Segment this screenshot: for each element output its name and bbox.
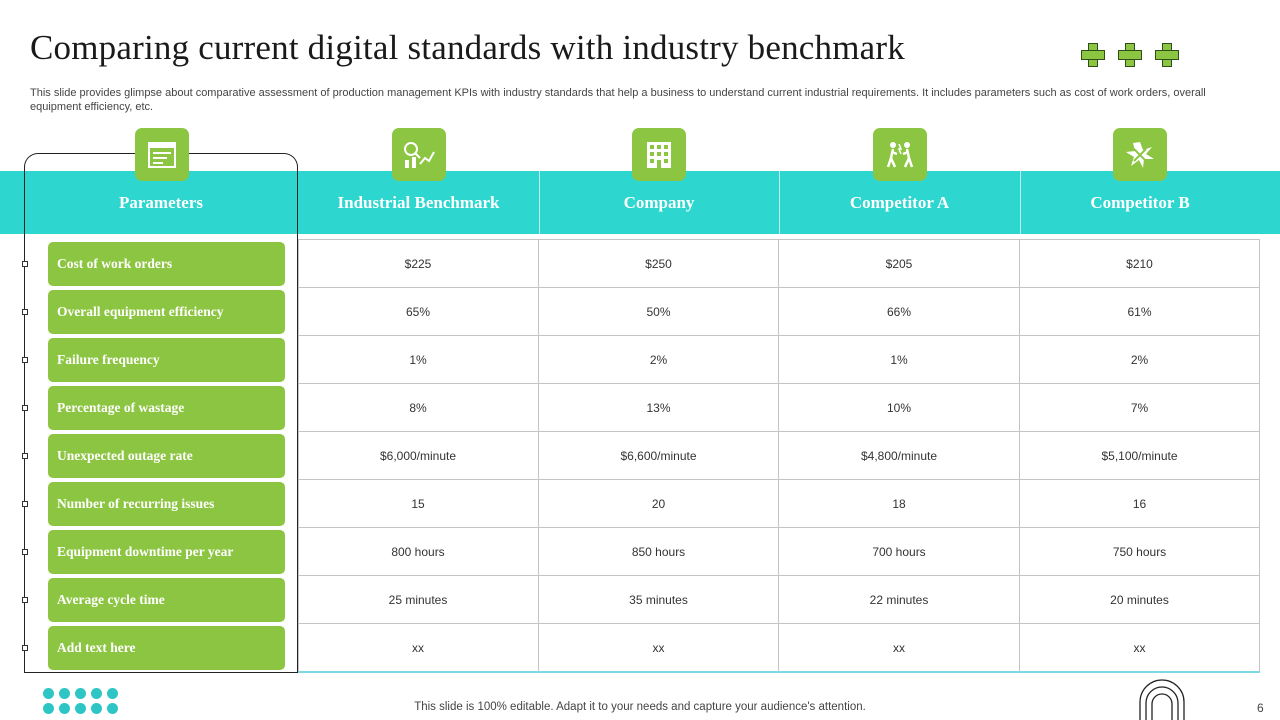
row-marker (22, 261, 28, 267)
row-marker (22, 549, 28, 555)
header-competitor-a: Competitor A (849, 192, 950, 212)
table-bottom-accent (298, 671, 1260, 673)
table-cell: 25 minutes (298, 576, 539, 624)
table-cell: 1% (298, 336, 539, 384)
header-divider (539, 171, 540, 234)
plus-icon (1118, 43, 1142, 67)
table-cell: 7% (1020, 384, 1260, 432)
table-cell: 10% (779, 384, 1020, 432)
parameter-equipment-downtime-per-year: Equipment downtime per year (48, 530, 285, 574)
table-cell: $205 (779, 240, 1020, 288)
header-parameters: Parameters (118, 192, 203, 212)
header-industrial-benchmark: Industrial Benchmark (337, 192, 500, 212)
row-marker (22, 453, 28, 459)
parameters-frame-bottom (24, 672, 298, 673)
parameter-unexpected-outage-rate: Unexpected outage rate (48, 434, 285, 478)
header-competitor-b: Competitor B (1090, 192, 1190, 212)
report-icon (135, 128, 189, 181)
table-cell: 20 minutes (1020, 576, 1260, 624)
table-cell: $250 (539, 240, 779, 288)
table-cell: $4,800/minute (779, 432, 1020, 480)
page-number: 6 (1257, 701, 1264, 715)
table-header-band (0, 171, 1280, 234)
row-marker (22, 309, 28, 315)
row-marker (22, 645, 28, 651)
table-cell: 800 hours (298, 528, 539, 576)
table-cell: 2% (1020, 336, 1260, 384)
table-cell: $5,100/minute (1020, 432, 1260, 480)
building-icon (632, 128, 686, 181)
table-cell: 35 minutes (539, 576, 779, 624)
decorative-plus-group (1081, 43, 1179, 67)
arch-logo-icon (1139, 679, 1185, 720)
competition-icon (873, 128, 927, 181)
parameter-cost-of-work-orders: Cost of work orders (48, 242, 285, 286)
parameter-overall-equipment-efficiency: Overall equipment efficiency (48, 290, 285, 334)
table-cell: 20 (539, 480, 779, 528)
table-cell: 66% (779, 288, 1020, 336)
table-cell: 850 hours (539, 528, 779, 576)
table-cell: $210 (1020, 240, 1260, 288)
table-cell: $225 (298, 240, 539, 288)
table-cell: $6,600/minute (539, 432, 779, 480)
table-cell: 13% (539, 384, 779, 432)
grid-border-left (298, 239, 299, 672)
table-cell: 2% (539, 336, 779, 384)
row-marker (22, 357, 28, 363)
plus-icon (1081, 43, 1105, 67)
row-marker (22, 405, 28, 411)
analytics-chart-icon (392, 128, 446, 181)
table-cell: xx (779, 624, 1020, 672)
parameter-add-text-here: Add text here (48, 626, 285, 670)
table-cell: xx (1020, 624, 1260, 672)
header-company: Company (623, 192, 695, 212)
table-cell: 750 hours (1020, 528, 1260, 576)
footer-note: This slide is 100% editable. Adapt it to… (414, 701, 866, 713)
values-grid: $225 $250 $205 $210 65% 50% 66% 61% 1% 2… (298, 240, 1260, 672)
row-marker (22, 597, 28, 603)
decorative-dot-grid (43, 688, 118, 714)
row-marker (22, 501, 28, 507)
header-divider (779, 171, 780, 234)
table-cell: 18 (779, 480, 1020, 528)
table-cell: 50% (539, 288, 779, 336)
grid-border-top (298, 239, 1260, 240)
parameter-number-of-recurring-issues: Number of recurring issues (48, 482, 285, 526)
parameter-failure-frequency: Failure frequency (48, 338, 285, 382)
table-cell: 1% (779, 336, 1020, 384)
table-cell: 16 (1020, 480, 1260, 528)
parameter-percentage-of-wastage: Percentage of wastage (48, 386, 285, 430)
header-divider (1020, 171, 1021, 234)
slide-title: Comparing current digital standards with… (30, 28, 905, 67)
table-cell: xx (539, 624, 779, 672)
table-cell: 700 hours (779, 528, 1020, 576)
table-cell: 65% (298, 288, 539, 336)
parameter-average-cycle-time: Average cycle time (48, 578, 285, 622)
clash-icon (1113, 128, 1167, 181)
table-cell: 15 (298, 480, 539, 528)
table-cell: 61% (1020, 288, 1260, 336)
table-cell: 22 minutes (779, 576, 1020, 624)
slide-description: This slide provides glimpse about compar… (30, 87, 1206, 113)
plus-icon (1155, 43, 1179, 67)
table-cell: 8% (298, 384, 539, 432)
table-cell: xx (298, 624, 539, 672)
table-cell: $6,000/minute (298, 432, 539, 480)
